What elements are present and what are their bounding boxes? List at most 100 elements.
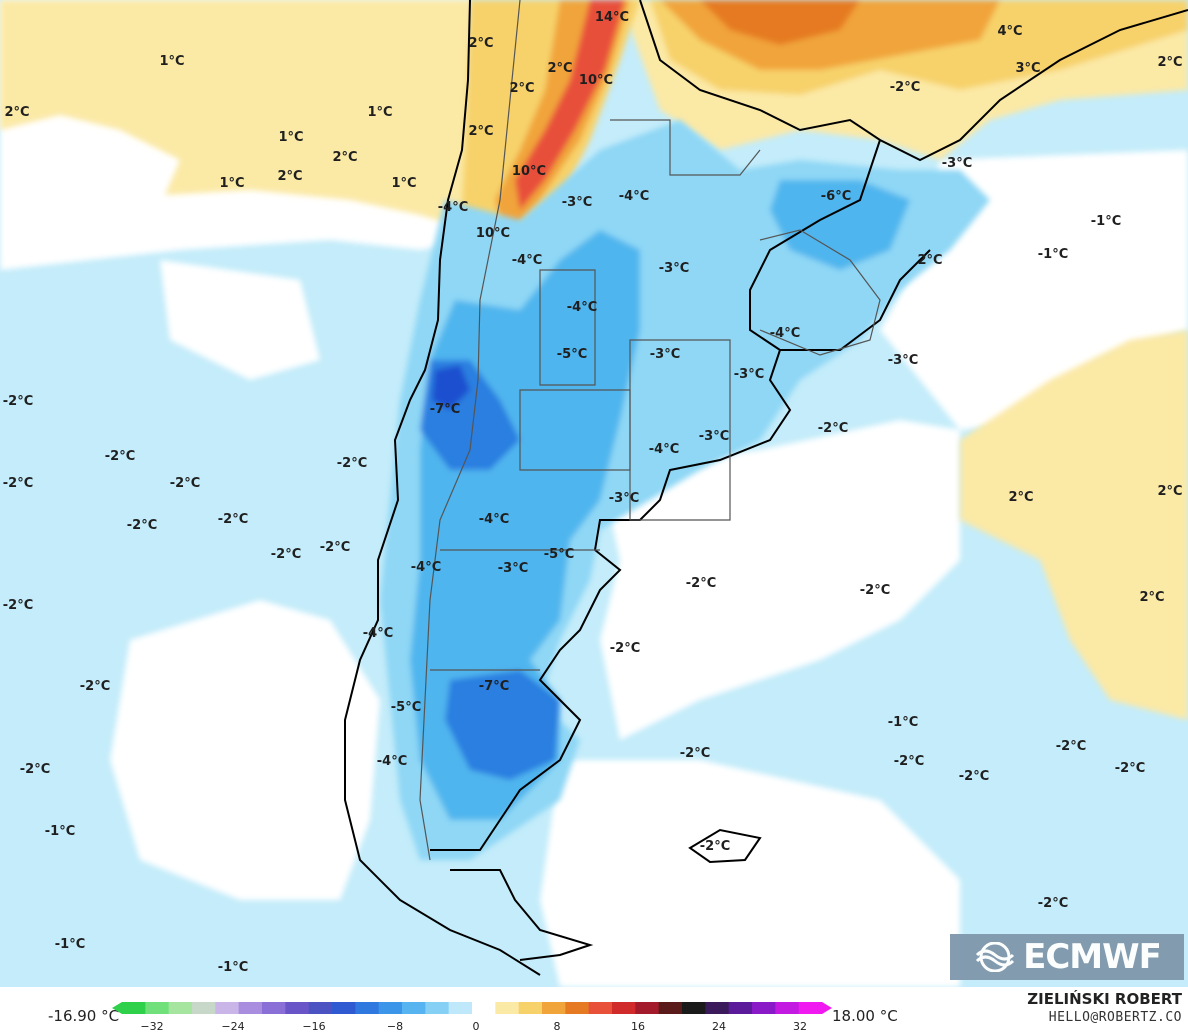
- temperature-label: -4°C: [479, 512, 509, 527]
- colorbar-segment: [402, 1002, 426, 1014]
- temperature-label: -2°C: [890, 80, 920, 95]
- temperature-label: -5°C: [544, 547, 574, 562]
- author-name: ZIELIŃSKI ROBERT: [1027, 990, 1182, 1008]
- temperature-label: 1°C: [391, 176, 416, 191]
- temperature-label: -2°C: [959, 769, 989, 784]
- colorbar-segment: [238, 1002, 263, 1014]
- temperature-label: -2°C: [271, 547, 301, 562]
- temperature-label: -3°C: [734, 367, 764, 382]
- temperature-label: 2°C: [332, 150, 357, 165]
- temperature-label: -2°C: [218, 512, 248, 527]
- colorbar-segment: [332, 1002, 356, 1014]
- colorbar-segment: [215, 1002, 240, 1014]
- colorbar-segment: [122, 1002, 146, 1014]
- temperature-label: 2°C: [277, 169, 302, 184]
- temperature-label: -3°C: [609, 491, 639, 506]
- temperature-label: -2°C: [105, 449, 135, 464]
- colorbar-segment: [612, 1002, 636, 1014]
- temperature-label: -2°C: [80, 679, 110, 694]
- temperature-label: -5°C: [391, 700, 421, 715]
- colorbar-segment: [518, 1002, 543, 1014]
- colorbar-segment: [448, 1002, 473, 1014]
- temperature-label: 1°C: [219, 176, 244, 191]
- temperature-label: 2°C: [1157, 484, 1182, 499]
- colorbar-segment: [308, 1002, 333, 1014]
- colorbar-max-arrow: [822, 1002, 832, 1014]
- temperature-label: -4°C: [363, 626, 393, 641]
- temperature-label: -7°C: [430, 402, 460, 417]
- temperature-label: -1°C: [218, 960, 248, 975]
- temperature-label: -2°C: [3, 476, 33, 491]
- colorbar-tick-label: −24: [221, 1020, 245, 1033]
- temperature-label: -2°C: [1056, 739, 1086, 754]
- temperature-label: -2°C: [337, 456, 367, 471]
- temperature-label: -2°C: [610, 641, 640, 656]
- ecmwf-logo: ECMWF: [950, 934, 1184, 980]
- temperature-label: -2°C: [127, 518, 157, 533]
- temperature-label: -4°C: [438, 200, 468, 215]
- colorbar-segment: [588, 1002, 613, 1014]
- colorbar-segment: [565, 1002, 590, 1014]
- ecmwf-logo-text: ECMWF: [1023, 937, 1162, 977]
- author-email: HELLO@ROBERTZ.CO: [1048, 1010, 1182, 1025]
- colorbar-segment: [145, 1002, 170, 1014]
- colorbar-segment: [705, 1002, 730, 1014]
- temperature-label: -2°C: [20, 762, 50, 777]
- temperature-label: 1°C: [278, 130, 303, 145]
- colorbar-segment: [378, 1002, 403, 1014]
- country-borders: [419, 0, 881, 861]
- temperature-label: -2°C: [894, 754, 924, 769]
- colorbar-segment: [495, 1002, 520, 1014]
- temperature-label: -2°C: [3, 394, 33, 409]
- temperature-label: -4°C: [411, 560, 441, 575]
- colorbar-segment: [425, 1002, 450, 1014]
- colorbar-min-label: -16.90 °C: [48, 1007, 120, 1025]
- temperature-label: -2°C: [680, 746, 710, 761]
- colorbar-tick-label: 0: [472, 1020, 480, 1033]
- map-canvas: 1°C 1°C 1°C 2°C 2°C 1°C 1°C 2°C 2°C 2°C 2°C 2°C 14°C…: [0, 0, 1188, 987]
- colorbar-min-arrow: [112, 1002, 122, 1014]
- temperature-labels: 1°C 1°C 1°C 2°C 2°C 1°C 1°C 2°C 2°C 2°C 2°C 2°C 14°C…: [3, 10, 1183, 975]
- colorbar-segment: [775, 1002, 800, 1014]
- temperature-label: -4°C: [770, 326, 800, 341]
- temperature-label: -3°C: [942, 156, 972, 171]
- temperature-label: 1°C: [159, 54, 184, 69]
- temperature-label: -1°C: [45, 824, 75, 839]
- temperature-label: -2°C: [700, 839, 730, 854]
- temperature-label: -2°C: [1038, 896, 1068, 911]
- colorbar-segment: [635, 1002, 660, 1014]
- temperature-label: -4°C: [567, 300, 597, 315]
- colorbar-segment: [168, 1002, 193, 1014]
- temperature-label: 2°C: [4, 105, 29, 120]
- temperature-label: 10°C: [476, 226, 510, 241]
- temperature-label: -3°C: [562, 195, 592, 210]
- temperature-label: 14°C: [595, 10, 629, 25]
- colorbar-segment: [728, 1002, 753, 1014]
- colorbar-segment: [192, 1002, 216, 1014]
- colorbar-segment: [355, 1002, 380, 1014]
- temperature-label: -4°C: [619, 189, 649, 204]
- temperature-label: -2°C: [170, 476, 200, 491]
- colorbar-segment: [472, 1002, 496, 1014]
- temperature-label: 2°C: [1139, 590, 1164, 605]
- colorbar-tick-label: 24: [712, 1020, 726, 1033]
- colorbar-tick-label: −32: [140, 1020, 164, 1033]
- temperature-label: -1°C: [1038, 247, 1068, 262]
- colorbar: [112, 1002, 832, 1014]
- colorbar-segment: [542, 1002, 566, 1014]
- temperature-label: 2°C: [1008, 490, 1033, 505]
- cold-land-areas: [380, 120, 990, 860]
- colorbar-segment: [752, 1002, 776, 1014]
- coastlines: [344, 0, 1188, 976]
- temperature-label: -6°C: [821, 189, 851, 204]
- colorbar-tick-label: 8: [553, 1020, 561, 1033]
- colorbar-tick-label: 16: [631, 1020, 645, 1033]
- temperature-label: 2°C: [468, 36, 493, 51]
- colorbar-segment: [262, 1002, 286, 1014]
- colorbar-segment: [682, 1002, 706, 1014]
- temperature-label: 1°C: [367, 105, 392, 120]
- temperature-label: -4°C: [649, 442, 679, 457]
- temperature-label: -3°C: [650, 347, 680, 362]
- temperature-label: 2°C: [468, 124, 493, 139]
- colorbar-segment: [798, 1002, 823, 1014]
